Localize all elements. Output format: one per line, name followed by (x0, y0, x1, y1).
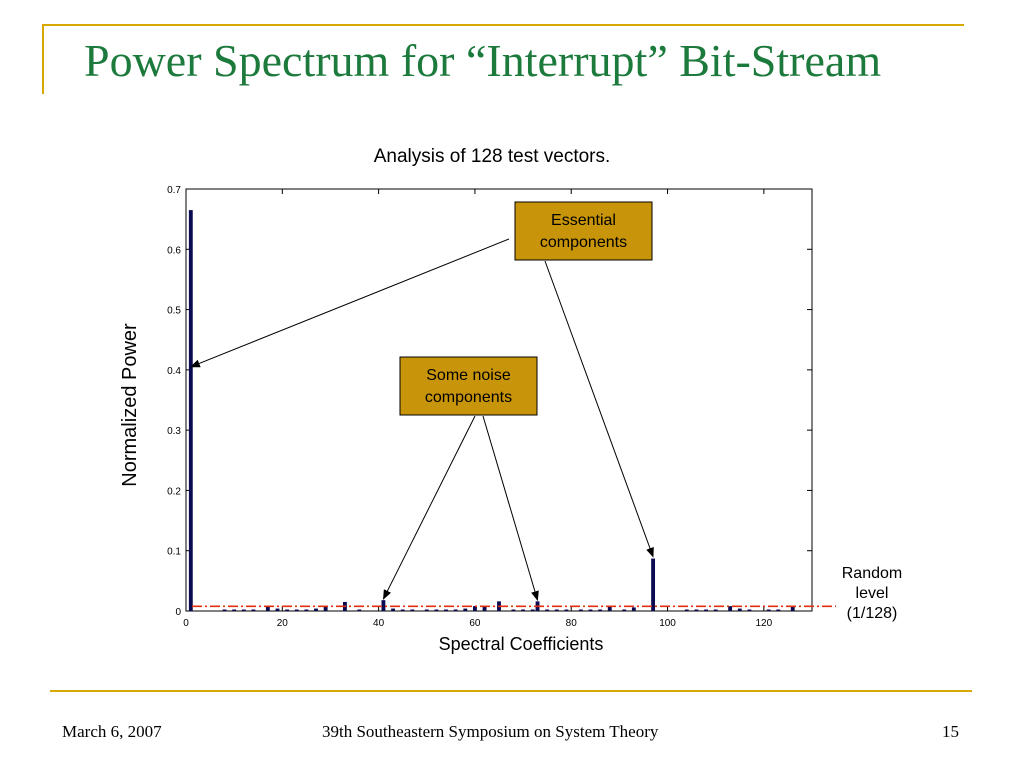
footer-rule (50, 690, 972, 692)
spectrum-bar (323, 606, 328, 611)
spectrum-bar (713, 609, 718, 611)
x-tick-label: 0 (183, 618, 189, 629)
y-tick-label: 0.6 (167, 245, 181, 256)
spectrum-bar (545, 609, 550, 611)
title-bracket-left-line (42, 24, 44, 94)
spectrum-bar (222, 609, 227, 611)
y-tick-label: 0.2 (167, 486, 181, 497)
spectrum-bar (453, 609, 458, 611)
spectrum-bar (622, 609, 627, 611)
spectrum-bar (472, 606, 477, 611)
spectrum-bar (607, 606, 612, 611)
spectrum-bar (391, 608, 395, 611)
spectrum-bar (424, 609, 429, 611)
spectrum-bar (728, 606, 733, 611)
spectrum-bar (434, 609, 439, 611)
footer-conference: 39th Southeastern Symposium on System Th… (322, 722, 659, 741)
spectrum-bar (251, 609, 256, 611)
spectrum-bar (521, 609, 526, 611)
y-tick-label: 0.5 (167, 306, 181, 317)
spectrum-bar (554, 609, 559, 611)
spectrum-bar (737, 608, 742, 611)
spectrum-bar (631, 607, 636, 611)
x-tick-label: 40 (373, 618, 385, 629)
spectrum-bar (747, 609, 752, 611)
spectrum-bar (232, 609, 237, 611)
x-tick-label: 20 (277, 618, 289, 629)
spectrum-bar (275, 608, 280, 611)
annotation-label: components (425, 389, 512, 406)
x-tick-label: 80 (566, 618, 578, 629)
y-tick-label: 0.7 (167, 185, 181, 196)
spectrum-bar (564, 609, 569, 611)
spectrum-bar (294, 609, 299, 611)
annotation-box (399, 356, 538, 416)
annotation-label: Some noise (426, 367, 511, 384)
annotation-arrow (382, 415, 476, 600)
spectrum-bar (444, 609, 448, 611)
random-level-label: (1/128) (847, 605, 898, 622)
spectrum-bar (651, 558, 656, 611)
spectrum-bar (265, 606, 270, 611)
spectrum-bar (578, 609, 583, 611)
annotation-label: components (540, 234, 627, 251)
annotation-arrow (544, 260, 654, 558)
annotation-arrow (189, 238, 510, 368)
x-tick-label: 100 (659, 618, 676, 629)
x-tick-label: 60 (469, 618, 481, 629)
x-axis-label: Spectral Coefficients (439, 634, 604, 654)
chart-title: Analysis of 128 test vectors. (374, 146, 611, 167)
footer-date: March 6, 2007 (62, 722, 162, 741)
x-tick-label: 120 (756, 618, 773, 629)
spectrum-bar (790, 606, 795, 611)
spectrum-bar (188, 210, 193, 611)
random-level-label: level (856, 585, 889, 602)
y-tick-label: 0.4 (167, 366, 181, 377)
spectrum-bar (241, 609, 246, 611)
y-tick-label: 0.1 (167, 547, 181, 558)
random-level-label: Random (842, 565, 902, 582)
annotation-box (514, 201, 653, 261)
spectrum-bar (357, 609, 362, 611)
spectrum-bar (482, 606, 487, 611)
spectrum-bar (598, 609, 603, 611)
spectrum-bar (530, 609, 535, 611)
spectrum-bar (381, 600, 386, 611)
spectrum-bar (704, 609, 708, 611)
spectrum-bar (285, 609, 290, 611)
y-axis-label: Normalized Power (119, 323, 141, 487)
spectrum-bar (400, 609, 405, 611)
spectrum-bar (684, 609, 689, 611)
y-tick-label: 0 (175, 607, 181, 618)
spectrum-bar (463, 608, 468, 611)
spectrum-bar (314, 608, 318, 611)
annotation-label: Essential (551, 212, 616, 229)
y-tick-label: 0.3 (167, 426, 181, 437)
spectrum-bar (694, 609, 699, 611)
spectrum-bar (776, 609, 781, 611)
spectrum-bar (766, 609, 771, 611)
annotations: Essential components Some noise components (189, 201, 654, 602)
spectrum-bar (410, 609, 415, 611)
slide-title: Power Spectrum for “Interrupt” Bit-Strea… (84, 35, 882, 86)
spectrum-bar (511, 609, 516, 611)
title-bracket-top-line (42, 24, 964, 26)
spectrum-bar (588, 609, 593, 611)
page-number: 15 (942, 722, 959, 741)
spectrum-bar (304, 609, 309, 611)
annotation-arrow (482, 415, 539, 602)
